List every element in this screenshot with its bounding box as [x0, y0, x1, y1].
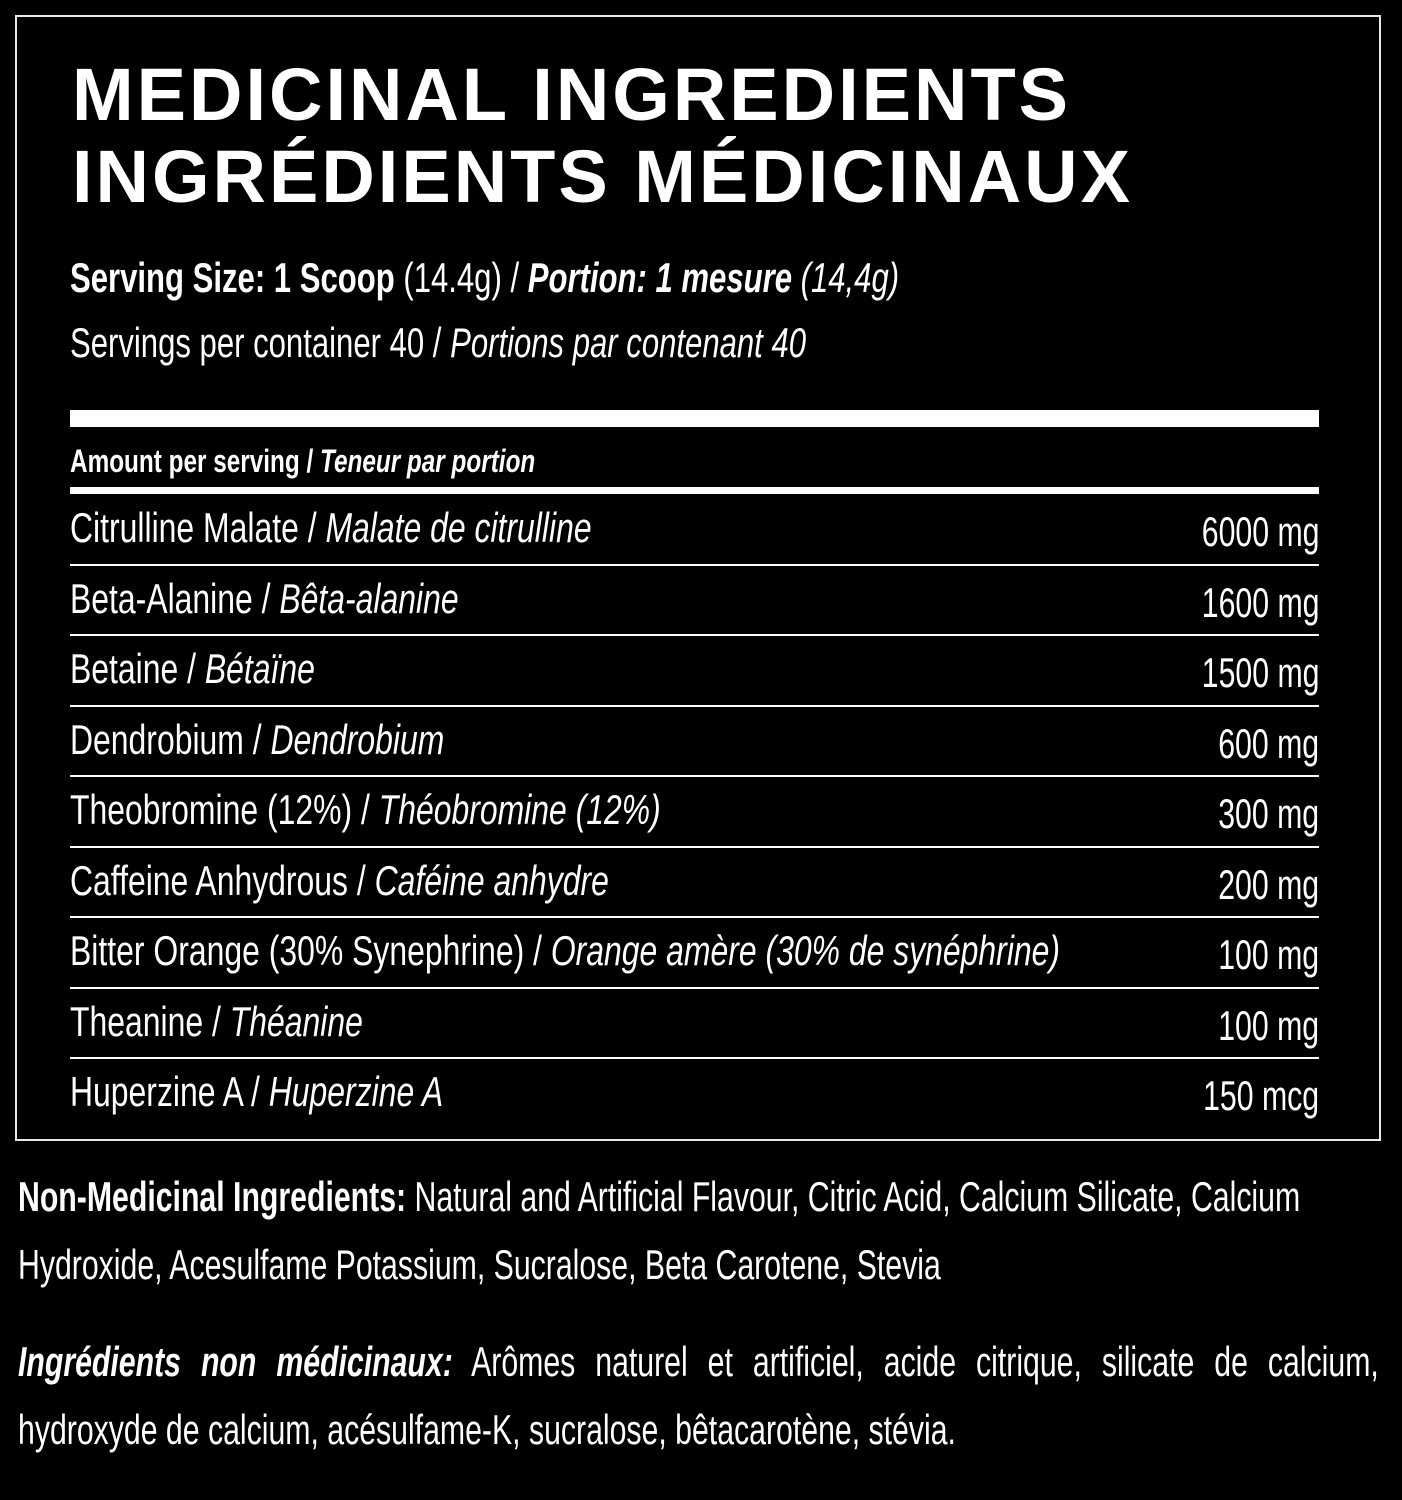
ingredient-amount: 1500 mg: [1201, 649, 1319, 696]
ingredient-row: Dendrobium / Dendrobium 600 mg: [70, 707, 1319, 777]
ingredient-name: Huperzine A / Huperzine A: [70, 1071, 443, 1113]
ingredient-name: Citrulline Malate / Malate de citrulline: [70, 507, 592, 549]
ingredient-name: Dendrobium / Dendrobium: [70, 715, 445, 763]
non-medicinal-label-en: Non-Medicinal Ingredients:: [18, 1173, 407, 1220]
ingredient-amount: 6000 mg: [1201, 508, 1319, 555]
ingredient-amount: 150 mcg: [1203, 1072, 1319, 1119]
ingredient-table: Citrulline Malate / Malate de citrulline…: [70, 495, 1319, 1130]
title-english: MEDICINAL INGREDIENTS: [72, 53, 1072, 136]
ingredient-amount: 1600 mg: [1201, 578, 1319, 626]
non-medicinal-label-fr: Ingrédients non médicinaux:: [18, 1338, 453, 1385]
ingredient-name-fr: Théobromine (12%): [378, 786, 661, 833]
ingredient-name-en: Dendrobium /: [70, 715, 271, 763]
ingredient-name-fr: Dendrobium: [270, 715, 445, 763]
ingredient-row: Beta-Alanine / Bêta-alanine 1600 mg: [70, 566, 1319, 636]
ingredient-row: Citrulline Malate / Malate de citrulline…: [70, 495, 1319, 566]
ingredient-name-en: Citrulline Malate /: [70, 504, 326, 551]
thick-divider: [70, 410, 1319, 427]
ingredient-row: Theanine / Théanine 100 mg: [70, 989, 1319, 1059]
ingredient-name-en: Theanine /: [70, 997, 230, 1045]
ingredient-name: Theanine / Théanine: [70, 997, 363, 1045]
ingredient-name-en: Betaine /: [70, 645, 205, 692]
ingredient-name: Theobromine (12%) / Théobromine (12%): [70, 789, 661, 831]
ingredient-name-en: Caffeine Anhydrous /: [70, 856, 375, 904]
ingredient-row: Huperzine A / Huperzine A 150 mcg: [70, 1059, 1319, 1130]
ingredient-name-en: Theobromine (12%) /: [70, 786, 379, 833]
ingredient-name-fr: Malate de citrulline: [325, 504, 592, 551]
amount-per-serving-header: Amount per serving / Teneur par portion: [70, 443, 535, 480]
ingredient-name: Betaine / Bétaïne: [70, 648, 315, 690]
ingredient-row: Bitter Orange (30% Synephrine) / Orange …: [70, 918, 1319, 989]
ingredient-amount: 100 mg: [1218, 931, 1319, 978]
ingredient-row: Caffeine Anhydrous / Caféine anhydre 200 …: [70, 848, 1319, 918]
ingredient-name-en: Bitter Orange (30% Synephrine) /: [70, 927, 551, 974]
servings-en: Servings per container 40 /: [70, 319, 451, 366]
ingredient-name-fr: Orange amère (30% de synéphrine): [550, 927, 1061, 974]
ingredient-amount: 600 mg: [1218, 719, 1319, 767]
servings-fr: Portions par contenant 40: [450, 319, 807, 366]
serving-size-line: Serving Size: 1 Scoop (14.4g) / Portion:…: [70, 257, 899, 299]
ingredient-name-fr: Bétaïne: [204, 645, 315, 692]
ingredient-row: Betaine / Bétaïne 1500 mg: [70, 636, 1319, 707]
portion-value: (14,4g): [791, 254, 900, 301]
ingredient-amount: 300 mg: [1218, 790, 1319, 837]
servings-per-container-line: Servings per container 40 / Portions par…: [70, 322, 806, 364]
ingredient-name-en: Huperzine A /: [70, 1068, 269, 1115]
amount-header-fr: Teneur par portion: [319, 443, 536, 479]
non-medicinal-french: Ingrédients non médicinaux: Arômes natur…: [18, 1328, 1379, 1464]
non-medicinal-text-fr: Arômes naturel et artificiel, acide citr…: [18, 1338, 1379, 1453]
ingredient-name: Beta-Alanine / Bêta-alanine: [70, 574, 459, 622]
serving-size-label: Serving Size: 1 Scoop: [70, 254, 395, 301]
ingredient-name-fr: Huperzine A: [268, 1068, 444, 1115]
ingredient-name-fr: Théanine: [229, 997, 363, 1045]
portion-label: Portion: 1 mesure: [527, 254, 792, 301]
ingredient-name-fr: Caféine anhydre: [374, 856, 609, 904]
thin-divider: [70, 487, 1319, 494]
serving-size-value: (14.4g) /: [394, 254, 528, 301]
amount-header-en: Amount per serving /: [70, 443, 320, 479]
medicinal-ingredients-panel: [15, 15, 1381, 1141]
ingredient-row: Theobromine (12%) / Théobromine (12%) 300…: [70, 777, 1319, 848]
ingredient-amount: 100 mg: [1218, 1001, 1319, 1049]
ingredient-amount: 200 mg: [1218, 860, 1319, 908]
non-medicinal-text-en: Natural and Artificial Flavour, Citric A…: [18, 1173, 1301, 1288]
ingredient-name-en: Beta-Alanine /: [70, 574, 280, 622]
ingredient-name: Bitter Orange (30% Synephrine) / Orange …: [70, 930, 1060, 972]
non-medicinal-english: Non-Medicinal Ingredients: Natural and A…: [18, 1163, 1379, 1299]
title-french: INGRÉDIENTS MÉDICINAUX: [72, 135, 1133, 218]
ingredient-name: Caffeine Anhydrous / Caféine anhydre: [70, 856, 609, 904]
ingredient-name-fr: Bêta-alanine: [279, 574, 459, 622]
